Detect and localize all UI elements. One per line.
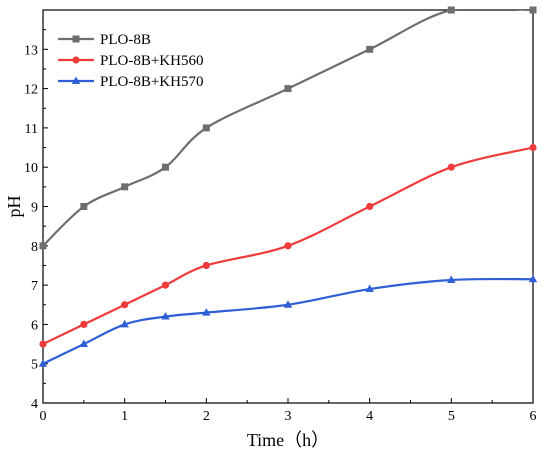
y-tick-label: 9: [31, 201, 38, 216]
data-point: [202, 261, 210, 270]
y-tick-label: 11: [25, 122, 38, 137]
data-point: [162, 163, 169, 171]
data-point: [366, 45, 374, 53]
series-line: [43, 277, 533, 365]
legend-item: PLO-8B+KH560: [58, 53, 203, 69]
data-point: [39, 340, 47, 348]
y-axis: 4 5 6 7 8 9 10 11 12 13: [24, 29, 48, 412]
data-point: [38, 359, 48, 367]
series-triangle: [38, 274, 538, 367]
y-tick-label: 10: [24, 161, 38, 176]
y-tick-label: 7: [31, 279, 38, 294]
legend-item: PLO-8B: [58, 32, 151, 48]
x-tick-label: 4: [366, 409, 373, 424]
x-axis: 0 1 2 3 4 5 6: [40, 398, 537, 424]
y-tick-label: 4: [31, 397, 38, 412]
data-point: [161, 281, 170, 289]
data-point: [202, 124, 210, 132]
y-tick-label: 13: [24, 43, 38, 58]
legend-swatch-marker: [71, 76, 81, 84]
data-point: [529, 6, 537, 14]
data-point: [283, 300, 293, 308]
series-layer: [38, 6, 538, 367]
y-tick-label: 12: [24, 83, 38, 98]
x-tick-label: 0: [40, 409, 47, 424]
data-point: [161, 312, 170, 320]
x-axis-title: Time（h）: [247, 430, 329, 450]
data-point: [120, 319, 129, 328]
data-point: [284, 242, 292, 250]
legend-swatch-marker: [72, 56, 80, 64]
data-point: [447, 275, 456, 283]
y-tick-label: 8: [31, 240, 38, 255]
data-point: [365, 284, 374, 293]
data-point: [529, 143, 537, 152]
data-point: [80, 203, 88, 210]
data-point: [79, 339, 89, 348]
series-line: [43, 146, 533, 346]
data-point: [121, 183, 129, 191]
data-point: [121, 301, 129, 309]
x-tick-label: 2: [203, 409, 210, 424]
y-tick-label: 6: [31, 318, 38, 333]
legend-label: PLO-8B+KH570: [100, 74, 203, 90]
data-point: [528, 274, 538, 283]
data-point: [447, 6, 455, 14]
data-point: [202, 308, 211, 316]
legend-label: PLO-8B+KH560: [100, 53, 203, 69]
x-tick-label: 3: [285, 409, 292, 424]
y-axis-title: pH: [4, 196, 24, 218]
series-line: [43, 10, 533, 247]
data-point: [80, 320, 88, 328]
series-circle: [39, 143, 537, 348]
x-tick-label: 1: [121, 409, 128, 424]
data-point: [39, 242, 47, 250]
y-tick-label: 5: [31, 358, 38, 373]
legend-item: PLO-8B+KH570: [58, 74, 203, 90]
x-tick-label: 5: [448, 409, 455, 424]
data-point: [366, 202, 374, 211]
data-point: [447, 163, 455, 171]
series-square: [39, 6, 537, 250]
x-tick-label: 6: [530, 409, 537, 424]
legend-label: PLO-8B: [100, 32, 151, 48]
legend-swatch-marker: [72, 35, 80, 43]
data-point: [284, 85, 292, 93]
legend: PLO-8B PLO-8B+KH560 PLO-8B+KH570: [58, 32, 203, 90]
